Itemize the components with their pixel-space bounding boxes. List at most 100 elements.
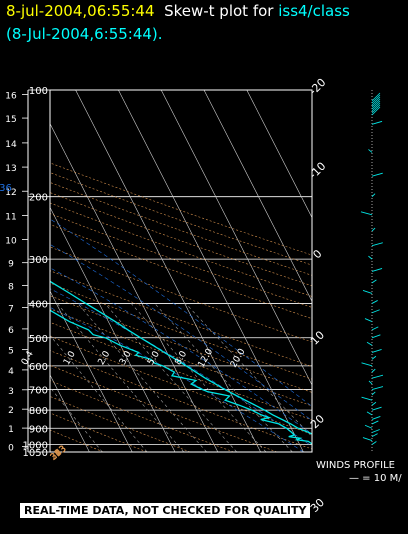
altitude-tick-label: 16 bbox=[5, 92, 17, 102]
isotherm-line bbox=[50, 290, 133, 452]
wind-barb bbox=[371, 309, 380, 314]
wind-barb bbox=[371, 227, 376, 232]
wind-barb bbox=[371, 106, 381, 116]
chart-title: 8-jul-2004,06:55:44 Skew-t plot for iss4… bbox=[6, 2, 350, 20]
pressure-tick-label: 300 bbox=[29, 255, 48, 266]
chart-subtitle: (8-Jul-2004,6:55:44). bbox=[6, 25, 163, 43]
pressure-tick-label: 700 bbox=[29, 386, 48, 397]
isotherm-line bbox=[160, 90, 312, 386]
wind-barb bbox=[371, 349, 382, 353]
wind-barb bbox=[371, 172, 383, 177]
moist-adiabat-line bbox=[50, 267, 312, 435]
altitude-tick-label: 14 bbox=[5, 140, 17, 150]
altitude-tick-label: 11 bbox=[5, 213, 16, 223]
wind-barb bbox=[371, 100, 381, 110]
wind-barb bbox=[368, 380, 373, 385]
moist-adiabat-label: 36 bbox=[0, 183, 12, 194]
wind-barb bbox=[371, 441, 377, 445]
altitude-tick-label: 1 bbox=[8, 425, 14, 435]
dry-adiabat-line bbox=[50, 396, 191, 452]
dry-adiabat-line bbox=[50, 350, 312, 450]
wind-barb bbox=[371, 279, 377, 284]
moist-adiabat-line bbox=[50, 218, 312, 407]
mixing-ratio-line bbox=[130, 303, 267, 452]
title-text: Skew-t plot for bbox=[154, 2, 279, 20]
pressure-tick-label: 800 bbox=[29, 406, 48, 417]
wind-barb bbox=[364, 424, 373, 429]
wind-barb bbox=[371, 102, 381, 112]
isotherm-line bbox=[246, 90, 312, 219]
isotherm-right-label: -10 bbox=[307, 160, 329, 182]
altitude-tick-label: 13 bbox=[5, 164, 16, 174]
wind-barb bbox=[371, 326, 379, 331]
dry-adiabat-line bbox=[50, 282, 312, 380]
sounding-dewpoint-line bbox=[50, 309, 312, 445]
isotherm-line bbox=[118, 90, 304, 452]
mixing-ratio-line bbox=[50, 386, 103, 452]
isotherm-line bbox=[0, 90, 4, 452]
altitude-tick-label: 0 bbox=[8, 443, 14, 453]
wind-barb bbox=[371, 242, 383, 247]
wind-barb bbox=[361, 396, 373, 401]
wind-barb bbox=[366, 411, 373, 416]
dry-adiabat-line bbox=[50, 270, 312, 367]
isotherm-line bbox=[50, 374, 90, 452]
winds-scale-label: — = 10 M/ bbox=[349, 473, 402, 484]
altitude-tick-label: 5 bbox=[8, 347, 14, 357]
wind-barb bbox=[360, 211, 373, 216]
mixing-ratio-line bbox=[50, 334, 148, 452]
wind-barb bbox=[366, 341, 373, 346]
dry-adiabat-line bbox=[50, 213, 312, 308]
wind-barb bbox=[371, 92, 381, 102]
mixing-ratio-line bbox=[154, 303, 293, 452]
moist-adiabat-line bbox=[50, 288, 312, 447]
wind-barb bbox=[371, 300, 378, 304]
wind-barb bbox=[371, 104, 381, 114]
wind-barb bbox=[371, 268, 383, 272]
dry-adiabat-line bbox=[50, 202, 312, 297]
mixing-ratio-label: 1.0 bbox=[62, 349, 78, 367]
wind-barb bbox=[368, 149, 373, 153]
dry-adiabat-line bbox=[50, 162, 312, 256]
altitude-tick-label: 6 bbox=[8, 326, 14, 336]
dry-adiabat-line bbox=[50, 295, 312, 393]
isotherm-right-label: 10 bbox=[308, 328, 327, 347]
isotherm-line bbox=[50, 123, 219, 452]
wind-barb bbox=[368, 255, 373, 260]
mixing-ratio-label: 2.0 bbox=[97, 349, 113, 367]
winds-profile-label: WINDS PROFILE bbox=[316, 460, 395, 471]
wind-barb bbox=[371, 96, 381, 106]
wind-barb bbox=[371, 355, 377, 360]
isotherm-line bbox=[50, 206, 176, 452]
isotherm-line bbox=[75, 90, 261, 452]
wind-barb bbox=[371, 94, 381, 104]
pressure-tick-label: 1050 bbox=[23, 448, 48, 459]
wind-barb bbox=[371, 120, 383, 125]
pressure-tick-label: 600 bbox=[29, 362, 48, 373]
dry-adiabat-line bbox=[50, 192, 312, 287]
altitude-tick-label: 2 bbox=[8, 406, 14, 416]
pressure-tick-label: 900 bbox=[29, 424, 48, 435]
quality-stamp: REAL-TIME DATA, NOT CHECKED FOR QUALITY bbox=[20, 503, 311, 518]
wind-barb bbox=[371, 193, 376, 198]
altitude-tick-label: 15 bbox=[5, 115, 16, 125]
mixing-ratio-label: 3.0 bbox=[118, 349, 134, 367]
mixing-ratio-line bbox=[77, 303, 207, 452]
pressure-tick-label: 500 bbox=[29, 334, 48, 345]
wind-barb bbox=[371, 401, 377, 406]
wind-barb bbox=[371, 433, 378, 437]
wind-barb bbox=[371, 420, 379, 425]
sounding-temperature-line bbox=[50, 280, 312, 435]
pressure-tick-label: 400 bbox=[29, 299, 48, 310]
dry-adiabat-line bbox=[50, 321, 312, 421]
pressure-tick-label: 100 bbox=[29, 86, 48, 97]
altitude-tick-label: 4 bbox=[8, 367, 14, 377]
dry-adiabat-line bbox=[50, 224, 312, 319]
mixing-ratio-line bbox=[185, 303, 312, 437]
wind-barb bbox=[371, 416, 381, 420]
altitude-tick-label: 7 bbox=[8, 305, 14, 315]
wind-barb bbox=[362, 437, 373, 442]
dry-adiabat-line bbox=[50, 182, 312, 276]
pressure-tick-label: 200 bbox=[29, 193, 48, 204]
wind-barb bbox=[371, 386, 384, 391]
